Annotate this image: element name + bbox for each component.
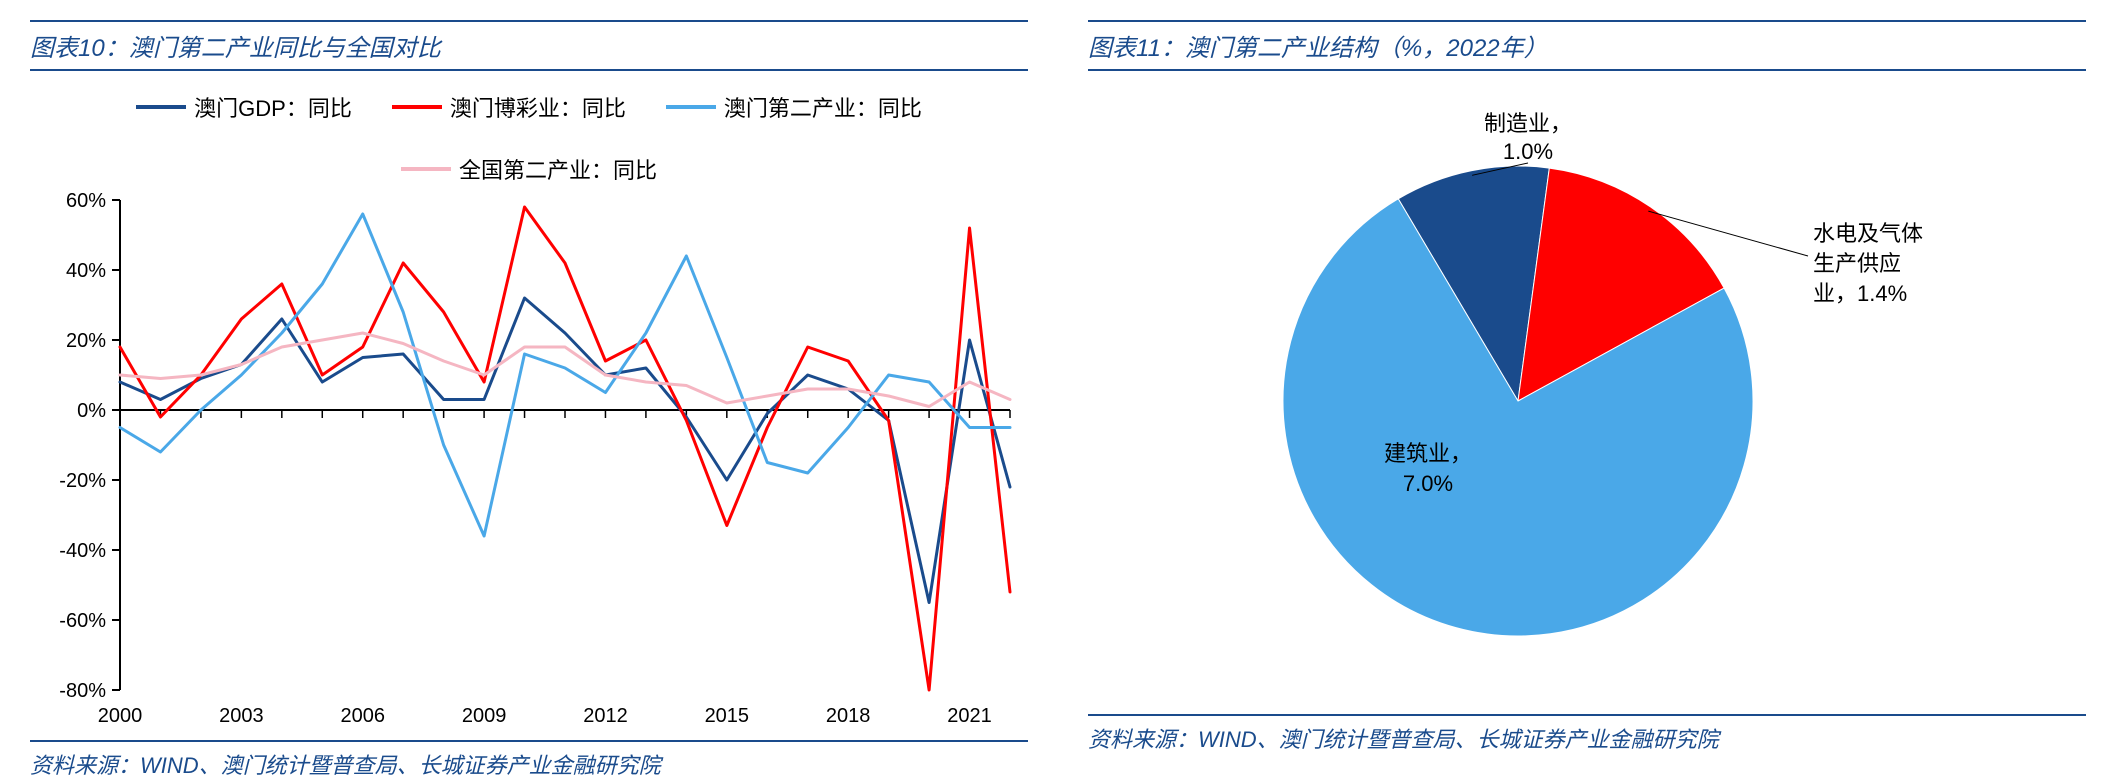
svg-text:60%: 60% <box>66 190 106 212</box>
chart10-title: 图表10：澳门第二产业同比与全国对比 <box>30 20 1028 71</box>
legend-item: 全国第二产业：同比 <box>401 153 657 185</box>
svg-text:2009: 2009 <box>462 705 507 727</box>
svg-text:水电及气体: 水电及气体 <box>1813 221 1923 246</box>
svg-text:-80%: -80% <box>59 680 106 702</box>
svg-text:40%: 40% <box>66 260 106 282</box>
svg-text:2003: 2003 <box>219 705 264 727</box>
svg-text:20%: 20% <box>66 330 106 352</box>
svg-text:2015: 2015 <box>705 705 750 727</box>
svg-text:2018: 2018 <box>826 705 871 727</box>
svg-text:-40%: -40% <box>59 540 106 562</box>
legend-label: 澳门GDP：同比 <box>194 91 352 123</box>
svg-text:2000: 2000 <box>98 705 143 727</box>
line-chart-svg: -80% -60% -40% -20% 0% 20% 40% 60% 2000 2003 2006 2… <box>30 190 1030 730</box>
chart11-area: 制造业， 1.0% 水电及气体生产供应业，1.4% 建筑业， 7.0% <box>1088 81 2086 704</box>
svg-text:0%: 0% <box>77 400 106 422</box>
legend-item: 澳门GDP：同比 <box>136 91 352 123</box>
svg-text:7.0%: 7.0% <box>1403 471 1453 496</box>
chart11-title: 图表11：澳门第二产业结构（%，2022年） <box>1088 20 2086 71</box>
svg-text:-20%: -20% <box>59 470 106 492</box>
svg-text:业，1.4%: 业，1.4% <box>1813 281 1907 306</box>
right-panel: 图表11：澳门第二产业结构（%，2022年） 制造业， 1.0% 水电及气体生产供应… <box>1058 0 2116 774</box>
chart10-source: 资料来源：WIND、澳门统计暨普查局、长城证券产业金融研究院 <box>30 740 1028 780</box>
chart10-area: 澳门GDP：同比澳门博彩业：同比澳门第二产业：同比全国第二产业：同比 -80%-… <box>30 81 1028 730</box>
legend-item: 澳门第二产业：同比 <box>666 91 922 123</box>
legend-item: 澳门博彩业：同比 <box>392 91 626 123</box>
legend-swatch <box>401 167 451 171</box>
svg-text:制造业，: 制造业， <box>1484 111 1572 136</box>
svg-text:-60%: -60% <box>59 610 106 632</box>
legend-label: 澳门第二产业：同比 <box>724 91 922 123</box>
svg-text:建筑业，: 建筑业， <box>1384 441 1472 466</box>
svg-text:2021: 2021 <box>947 705 992 727</box>
svg-text:生产供应: 生产供应 <box>1813 251 1901 276</box>
left-panel: 图表10：澳门第二产业同比与全国对比 澳门GDP：同比 澳门博彩业：同比 澳门第二产… <box>0 0 1058 774</box>
legend-swatch <box>392 105 442 109</box>
svg-text:1.0%: 1.0% <box>1503 139 1553 164</box>
chart10-legend: 澳门GDP：同比 澳门博彩业：同比 澳门第二产业：同比全国第二产业：同比 <box>30 81 1028 190</box>
chart11-source: 资料来源：WIND、澳门统计暨普查局、长城证券产业金融研究院 <box>1088 714 2086 754</box>
legend-swatch <box>666 105 716 109</box>
svg-text:2006: 2006 <box>340 705 385 727</box>
legend-label: 澳门博彩业：同比 <box>450 91 626 123</box>
pie-chart-svg: 制造业， 1.0% 水电及气体生产供应业，1.4% 建筑业， 7.0% <box>1088 81 2088 681</box>
legend-swatch <box>136 105 186 109</box>
legend-label: 全国第二产业：同比 <box>459 153 657 185</box>
svg-text:2012: 2012 <box>583 705 628 727</box>
